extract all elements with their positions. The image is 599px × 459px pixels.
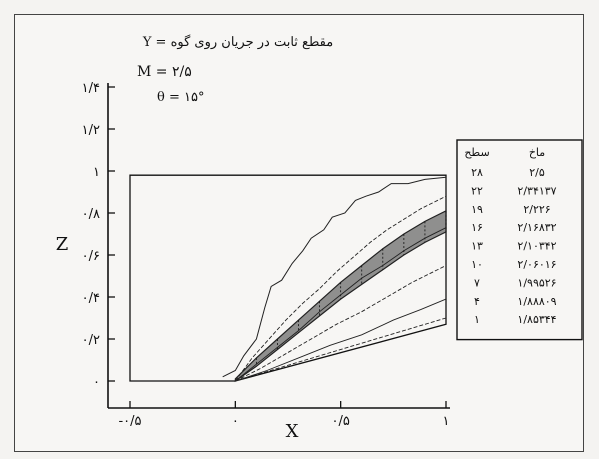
legend-level: ۱۶ <box>471 221 483 234</box>
legend-level: ۷ <box>474 276 480 289</box>
legend-mach: ۱/۹۹۵۲۶ <box>517 276 556 289</box>
legend-header-mach: ماخ <box>529 146 545 159</box>
domain-outline <box>129 174 447 382</box>
x-tick-label: ۰/۵ <box>331 414 349 429</box>
legend-mach: ۲/۳۴۱۳۷ <box>517 184 556 197</box>
y-tick-label: ۰/۲ <box>82 333 100 348</box>
legend-level: ۱۰ <box>471 258 483 271</box>
contour-line-4 <box>235 265 447 382</box>
y-tick-label: ۱ <box>93 165 100 180</box>
legend-mach: ۱/۸۵۳۴۴ <box>517 313 556 326</box>
angle-param: θ = ۱۵° <box>157 90 204 105</box>
y-tick-label: ۰ <box>93 375 100 390</box>
x-axis-label: X <box>286 421 299 442</box>
legend-mach: ۲/۱۰۳۴۲ <box>517 240 556 253</box>
contour-line-3 <box>235 227 447 382</box>
contour-line-2 <box>234 195 447 382</box>
y-tick-label: ۰/۶ <box>82 249 100 264</box>
contour-line-1 <box>222 176 447 378</box>
y-tick-label: ۰/۸ <box>82 207 100 222</box>
x-tick-label: ۱ <box>443 414 450 429</box>
legend-mach: ۲/۱۶۸۳۲ <box>517 221 556 234</box>
legend-level: ۱۹ <box>471 203 483 216</box>
legend-level: ۲۸ <box>471 166 483 179</box>
x-tick-label: ۰ <box>232 414 239 429</box>
y-axis-label: Z <box>56 234 69 255</box>
legend-mach: ۲/۲۲۶ <box>523 203 550 216</box>
y-tick-label: ۰/۴ <box>82 291 100 306</box>
contour-line-5 <box>235 298 447 382</box>
x-tick-label: -۰/۵ <box>118 414 141 429</box>
legend-box <box>456 139 583 341</box>
mach-param: M = ۲/۵ <box>137 64 192 80</box>
y-tick-label: ۱/۴ <box>82 81 100 96</box>
chart-title: مقطع ثابت در جریان روی گوه = Y <box>142 34 333 50</box>
legend-mach: ۱/۸۸۸۰۹ <box>517 295 556 308</box>
legend-header-level: سطح <box>464 146 489 159</box>
legend-mach: ۲/۵ <box>529 166 545 179</box>
contour-line-6 <box>235 317 447 382</box>
legend-level: ۱۳ <box>471 240 483 253</box>
legend-level: ۲۲ <box>471 184 483 197</box>
legend-level: ۴ <box>474 295 480 308</box>
y-tick-label: ۱/۲ <box>82 123 100 138</box>
legend-mach: ۲/۰۶۰۱۶ <box>517 258 556 271</box>
legend-level: ۱ <box>474 313 480 326</box>
